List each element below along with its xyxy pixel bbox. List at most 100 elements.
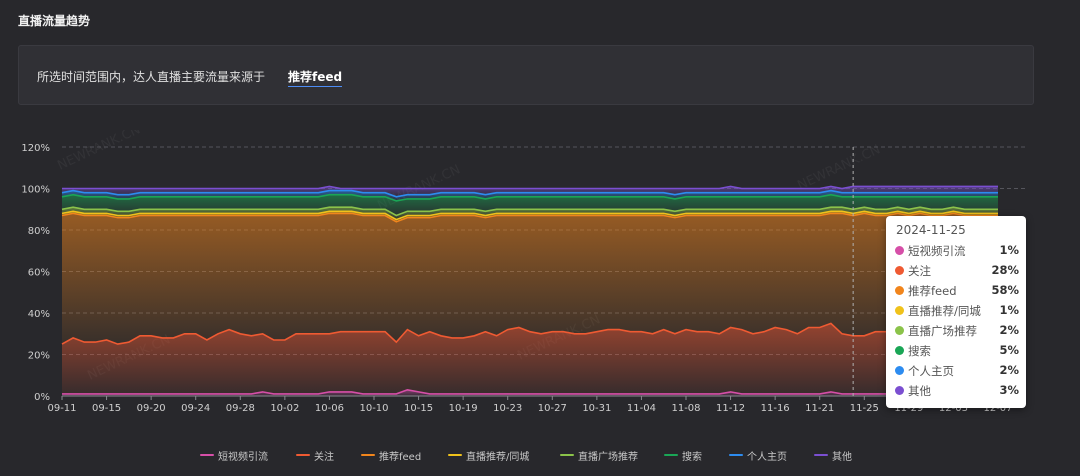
x-tick-label: 11-16 [761,403,790,414]
x-tick-label: 09-28 [226,403,255,414]
summary-panel: 所选时间范围内，达人直播主要流量来源于 推荐feed [18,45,1034,105]
series-dot-icon [895,266,904,275]
area-推荐feed [62,213,998,345]
legend-label: 直播推荐/同城 [466,452,530,463]
tooltip-series-value: 2% [999,363,1019,377]
tooltip-series-value: 1% [999,243,1019,257]
legend-line-icon [361,454,375,456]
tooltip-row: 推荐feed 58% [895,283,1019,299]
x-tick-label: 09-15 [92,403,121,414]
tooltip-series-name: 短视频引流 [908,244,966,258]
x-tick-label: 11-08 [671,403,700,414]
tooltip-series-value: 28% [991,263,1019,277]
line-推荐feed [61,212,998,223]
tooltip-row: 短视频引流 1% [895,243,1019,259]
x-tick-label: 10-15 [404,403,433,414]
legend-line-icon [448,454,462,456]
x-tick-label: 11-12 [716,403,745,414]
x-tick-label: 10-27 [538,403,567,414]
x-tick-label: 09-11 [47,403,76,414]
line-关注 [61,322,999,345]
x-tick-label: 09-24 [181,403,210,414]
line-直播推荐/同城 [61,210,998,221]
legend-line-icon [296,454,310,456]
summary-text: 所选时间范围内，达人直播主要流量来源于 [37,70,266,84]
y-tick-label: 60% [28,268,50,279]
legend-label: 短视频引流 [218,452,268,463]
series-areas [62,186,998,396]
tooltip-series-value: 2% [999,323,1019,337]
x-tick-label: 12-07 [983,403,1012,414]
tooltip-series-value: 5% [999,343,1019,357]
tooltip-series-name: 推荐feed [908,284,957,298]
tooltip-series-name: 直播推荐/同城 [908,304,981,318]
line-短视频引流 [62,388,998,395]
legend-line-icon [560,454,574,456]
x-tick-label: 11-25 [850,403,879,414]
legend-label: 个人主页 [747,452,787,463]
x-tick-label: 10-06 [315,403,344,414]
line-直播广场推荐 [61,206,998,217]
x-tick-label: 10-02 [270,403,299,414]
legend-line-icon [200,454,214,456]
area-关注 [62,323,998,394]
area-搜索 [62,194,998,216]
legend-line-icon [729,454,743,456]
x-tick-label: 10-23 [493,403,522,414]
x-tick-label: 12-03 [939,403,968,414]
tooltip-date: 2024-11-25 [896,223,966,237]
chart-tooltip: 2024-11-25 短视频引流 1% 关注 28% 推荐feed 58% 直播推荐/同城 1… [886,216,1026,408]
series-dot-icon [895,286,904,295]
tooltip-row: 搜索 5% [895,343,1019,359]
legend-line-icon [814,454,828,456]
series-dot-icon [895,306,904,315]
legend-label: 关注 [314,452,334,463]
x-tick-label: 11-29 [894,403,923,414]
tooltip-series-name: 搜索 [908,344,931,358]
tooltip-series-value: 58% [991,283,1019,297]
tooltip-row: 个人主页 2% [895,363,1019,379]
legend-label: 推荐feed [379,452,422,463]
watermark: NEWRANK.CN [55,130,142,174]
y-tick-label: 100% [21,185,50,196]
summary-source-link[interactable]: 推荐feed [288,68,343,87]
y-tick-label: 20% [28,351,50,362]
traffic-trend-chart[interactable]: NEWRANK.CNNEWRANK.CNNEWRANK.CNNEWRANK.CN… [0,130,1080,430]
x-tick-label: 11-21 [805,403,834,414]
tooltip-series-value: 3% [999,383,1019,397]
tooltip-row: 其他 3% [895,383,1019,399]
tooltip-series-name: 个人主页 [908,364,954,378]
series-dot-icon [895,326,904,335]
x-tick-label: 10-19 [449,403,478,414]
x-tick-label: 10-31 [582,403,611,414]
line-其他 [62,185,998,190]
series-dot-icon [895,386,904,395]
chart-legend: 短视频引流 关注 推荐feed 直播推荐/同城 直播广场推荐 搜索 个人主页 其他 [0,447,1080,463]
series-dot-icon [895,246,904,255]
tooltip-series-name: 其他 [908,384,931,398]
x-tick-label: 09-20 [137,403,166,414]
legend-line-icon [664,454,678,456]
tooltip-series-name: 关注 [908,264,931,278]
y-tick-label: 0% [34,392,50,403]
y-tick-label: 120% [21,143,50,154]
series-lines [61,185,999,395]
tooltip-series-name: 直播广场推荐 [908,324,977,338]
legend-label: 搜索 [682,452,702,463]
line-个人主页 [61,189,998,198]
tooltip-row: 关注 28% [895,263,1019,279]
tooltip-series-value: 1% [999,303,1019,317]
x-tick-label: 10-10 [359,403,388,414]
series-dot-icon [895,346,904,355]
series-dot-icon [895,366,904,375]
line-搜索 [61,193,998,202]
legend-label: 其他 [832,452,852,463]
chart-axes: 0% 20% 40% 60% 80% 100% 120% 09-11 09-15 09-20 09-… [21,143,1025,414]
x-tick-label: 11-04 [627,403,656,414]
legend-label: 直播广场推荐 [578,452,638,463]
tooltip-row: 直播推荐/同城 1% [895,303,1019,319]
page-title: 直播流量趋势 [18,14,91,28]
y-tick-label: 80% [28,226,50,237]
tooltip-row: 直播广场推荐 2% [895,323,1019,339]
y-tick-label: 40% [28,309,50,320]
